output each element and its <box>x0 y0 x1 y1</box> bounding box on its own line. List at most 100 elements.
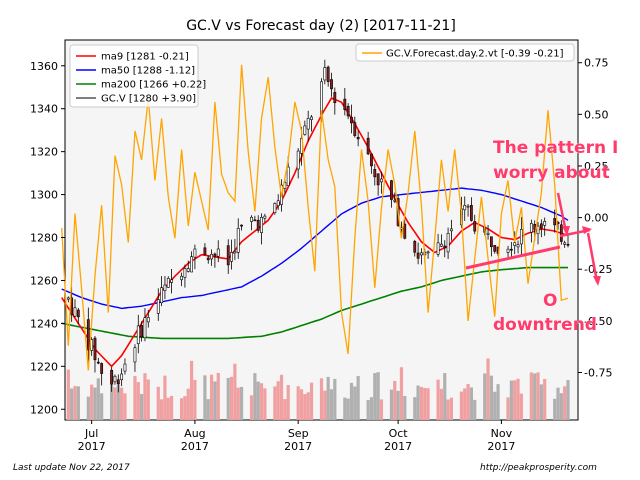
x-tick-label: Oct <box>389 427 409 440</box>
annotation-downtrend: downtrend <box>493 315 597 335</box>
volume-bar <box>496 384 500 420</box>
candle-body <box>296 150 300 170</box>
candle-body <box>93 337 97 361</box>
candle-body <box>156 299 160 314</box>
ma50-line <box>61 187 569 310</box>
x-tick-sublabel: 2017 <box>487 440 515 453</box>
y-axis-right: -0.75 -0.50 -0.25 0.00 0.25 0.50 0.75 <box>578 57 612 380</box>
candle-body <box>286 166 290 186</box>
annotation-arrowhead-up <box>582 226 592 234</box>
candle-body <box>96 361 100 364</box>
x-tick-sublabel: 2017 <box>181 440 209 453</box>
legend-right-label: GC.V.Forecast.day.2.vt [-0.39 -0.21] <box>386 49 564 60</box>
volume-bar <box>263 388 267 420</box>
candle-body <box>86 319 90 351</box>
candle-body <box>356 136 360 140</box>
volume-bar <box>299 389 304 420</box>
volume-bar <box>276 381 280 420</box>
volume-bar <box>353 386 357 420</box>
candle-body <box>110 369 114 385</box>
volume-bar <box>86 396 90 420</box>
candle-body <box>519 229 523 245</box>
volume-bar <box>253 373 257 420</box>
volume-bar <box>413 397 417 420</box>
volume-bar <box>379 399 384 420</box>
volume-bar <box>459 391 464 420</box>
volume-bar <box>513 380 517 420</box>
annotation-arrow-down-left <box>556 192 568 233</box>
volume-bar <box>186 388 190 420</box>
candle-body <box>113 375 117 383</box>
volume-bar <box>296 386 300 420</box>
y-tick-label-right: -0.75 <box>584 367 612 380</box>
candle-body <box>166 278 170 288</box>
volume-bar <box>93 387 97 420</box>
volume-bar <box>209 374 214 420</box>
volume-bar <box>229 376 234 420</box>
candle-body <box>133 347 137 363</box>
candle-body <box>213 253 217 257</box>
candle-body <box>559 224 563 242</box>
volume-bar <box>539 384 543 420</box>
volume-bar <box>213 381 217 420</box>
candle-body <box>553 218 557 226</box>
y-tick-label-left: 1360 <box>30 60 58 73</box>
volume-bar <box>309 382 314 420</box>
y-tick-label-left: 1200 <box>30 403 58 416</box>
candle-body <box>260 217 263 233</box>
legend-right-box <box>355 43 575 62</box>
candle-body <box>233 251 237 254</box>
volume-bar <box>146 379 150 420</box>
volume-bar <box>183 396 187 420</box>
candle-body <box>146 317 150 323</box>
volume-bar <box>473 399 477 420</box>
volume-bar <box>506 397 510 420</box>
volume-bar <box>96 378 100 420</box>
volume-bar <box>416 385 420 420</box>
candle-body <box>466 205 470 208</box>
volume-bar <box>343 397 347 420</box>
volume-bar <box>73 386 77 420</box>
y-tick-label-left: 1300 <box>30 189 58 202</box>
y-tick-label-right: -0.25 <box>584 263 612 276</box>
volume-bars <box>66 358 570 420</box>
volume-bar <box>133 375 137 420</box>
volume-bar <box>439 388 444 420</box>
legend-left-label: ma50 [1288 -1.12] <box>101 66 195 77</box>
legend-left-box <box>69 44 199 108</box>
volume-bar <box>326 376 330 420</box>
candle-body <box>493 245 497 252</box>
x-tick-label: Sep <box>288 427 309 440</box>
candle-body <box>183 268 187 278</box>
candle-body <box>489 236 493 248</box>
volume-bar <box>559 393 563 420</box>
candle-body <box>226 245 230 266</box>
footer-source-url: http://peakprosperity.com <box>480 463 597 473</box>
volume-bar <box>469 387 474 420</box>
candle-body <box>403 223 407 239</box>
candle-body <box>390 180 393 200</box>
volume-bar <box>100 393 104 420</box>
volume-bar <box>179 398 184 420</box>
x-tick-label: Nov <box>491 427 513 440</box>
volume-bar <box>140 393 144 420</box>
candle-body <box>120 373 124 381</box>
volume-bar <box>483 373 487 420</box>
volume-bar <box>136 382 140 420</box>
volume-bar <box>403 395 407 420</box>
volume-bar <box>399 367 404 420</box>
volume-bar <box>366 399 370 420</box>
volume-bar <box>533 373 537 420</box>
volume-bar <box>489 375 493 420</box>
candle-body <box>216 248 220 257</box>
volume-bar <box>566 380 570 420</box>
candle-body <box>323 67 327 81</box>
candle-body <box>463 205 467 211</box>
volume-bar <box>543 378 547 420</box>
volume-bar <box>166 397 170 420</box>
volume-bar <box>193 379 197 420</box>
candle-body <box>330 79 333 90</box>
candle-body <box>326 66 330 82</box>
